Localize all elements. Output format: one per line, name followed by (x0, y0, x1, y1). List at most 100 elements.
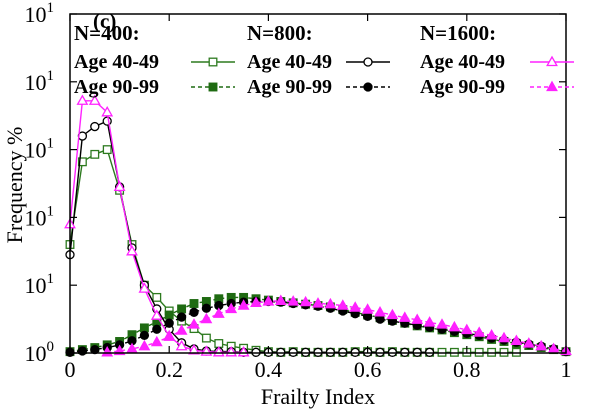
data-point (175, 339, 188, 351)
data-point (188, 343, 200, 355)
legend-entry-label: Age 40-49 (247, 51, 332, 73)
legend-heading: N=400: (74, 21, 140, 45)
data-point (473, 326, 486, 337)
x-tick-label: 0 (65, 357, 76, 382)
legend-entry-label: Age 90-99 (74, 76, 159, 98)
data-point (101, 105, 114, 117)
data-point (411, 313, 424, 324)
data-point (386, 308, 399, 320)
plot-frame (69, 13, 567, 354)
legend: N=400: Age 40-49 Age 90-99 N=800: Age 40-49 A… (74, 21, 574, 98)
data-point (324, 297, 337, 309)
series-5 (101, 294, 572, 357)
x-tick-label: 0.8 (453, 357, 481, 382)
data-point (485, 329, 498, 340)
data-point (436, 318, 448, 329)
data-point (201, 303, 212, 313)
legend-entry-label: Age 90-99 (247, 76, 332, 98)
data-point (175, 324, 188, 335)
y-tick-exponent: 1 (47, 136, 55, 152)
data-point (312, 297, 324, 308)
series-line (69, 148, 517, 354)
y-tick-exponent: 1 (47, 0, 55, 16)
data-point (102, 145, 112, 155)
x-tick-label: 0.6 (354, 357, 382, 382)
panel-label: (c) (93, 9, 116, 33)
data-point (237, 299, 250, 310)
data-point (77, 157, 87, 167)
legend-heading: N=1600: (420, 21, 496, 45)
data-point (188, 318, 200, 329)
legend-sample-marker (363, 57, 373, 67)
data-point (361, 303, 374, 314)
data-point (262, 295, 275, 306)
data-point (139, 323, 149, 333)
data-point (189, 299, 199, 308)
data-point (152, 324, 162, 334)
data-point (177, 304, 187, 314)
x-axis-label: Frailty Index (261, 384, 375, 409)
x-tick-label: 1 (561, 357, 572, 382)
legend-entry-label: Age 40-49 (74, 51, 159, 73)
y-tick-label: 101 (25, 0, 55, 27)
data-point (448, 320, 461, 332)
data-point (113, 180, 126, 192)
y-axis-label: Frequency % (2, 127, 27, 244)
y-tick-exponent: 1 (47, 203, 55, 219)
data-point (225, 302, 238, 314)
data-point (510, 334, 523, 345)
data-point (176, 312, 187, 322)
data-point (138, 282, 151, 293)
legend-sample-marker (546, 55, 558, 67)
x-tick-label: 0.2 (155, 357, 183, 382)
data-point (150, 309, 163, 320)
y-tick-label: 101 (25, 271, 55, 298)
data-point (164, 318, 174, 328)
data-point (88, 94, 101, 105)
y-tick-exponent: 1 (47, 68, 55, 84)
data-point (460, 323, 473, 335)
data-point (164, 310, 174, 320)
data-point (189, 307, 199, 317)
y-tick-exponent: 1 (47, 271, 55, 287)
y-tick-exponent: 0 (47, 339, 55, 355)
y-tick-label: 101 (25, 68, 55, 95)
data-point (299, 295, 312, 307)
data-point (374, 305, 386, 317)
x-tick-label: 0.4 (255, 357, 283, 382)
legend-entry-label: Age 90-99 (420, 76, 505, 98)
data-point (163, 330, 176, 341)
data-point (498, 331, 510, 343)
data-point (126, 244, 138, 256)
data-point (76, 94, 89, 105)
data-point (349, 301, 362, 312)
data-point (150, 335, 163, 347)
data-point (138, 339, 151, 351)
data-point (336, 299, 349, 310)
legend-sample-marker (546, 80, 558, 92)
y-tick-label: 101 (25, 136, 55, 163)
data-point (139, 330, 150, 341)
data-point (90, 149, 100, 159)
data-point (102, 116, 112, 126)
data-point (77, 346, 88, 356)
data-point (423, 316, 436, 327)
legend-entry-label: Age 40-49 (420, 51, 505, 73)
data-point (90, 121, 100, 132)
y-tick-label: 101 (25, 203, 55, 230)
data-point (200, 312, 213, 324)
series-line (107, 300, 567, 353)
data-point (398, 311, 411, 322)
data-point (535, 339, 548, 351)
data-point (212, 307, 225, 318)
legend-heading: N=800: (247, 21, 313, 45)
data-point (201, 333, 211, 343)
series-layer (64, 94, 572, 357)
data-point (287, 295, 300, 306)
legend-sample-marker (208, 57, 218, 67)
y-tick-label: 100 (25, 339, 55, 366)
data-point (522, 337, 535, 348)
legend-sample-marker (208, 82, 218, 92)
data-point (274, 294, 287, 305)
